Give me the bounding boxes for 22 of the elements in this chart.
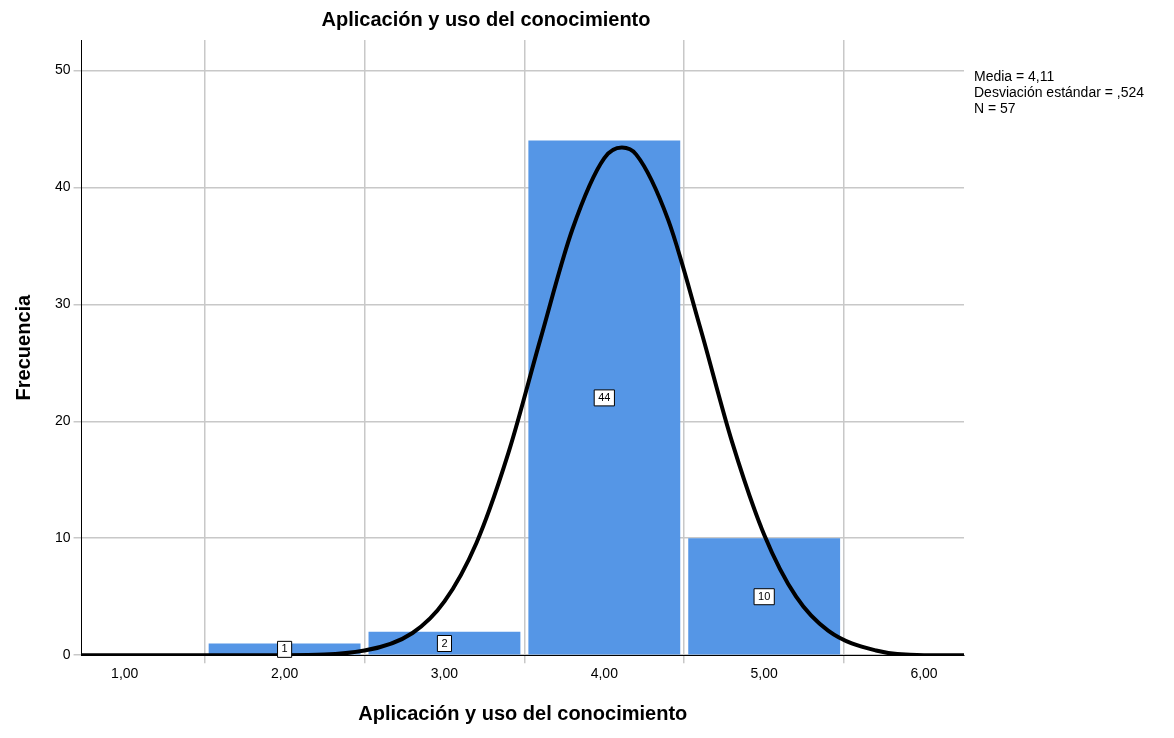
- data-label: 44: [598, 390, 611, 403]
- x-tick-label: 6,00: [910, 665, 938, 682]
- y-tick-label: 50: [54, 61, 71, 78]
- text: Media = 4,11: [974, 67, 1055, 84]
- x-tick-label: 5,00: [750, 665, 779, 682]
- text: N = 57: [974, 99, 1016, 116]
- y-tick-label: 30: [54, 295, 71, 312]
- text: Desviación estándar = ,524: [974, 83, 1145, 100]
- x-tick-label: 3,00: [430, 665, 459, 682]
- y-axis-title: Frecuencia: [11, 293, 34, 401]
- y-tick-label: 0: [62, 646, 71, 663]
- x-axis-title: Aplicación y uso del conocimiento: [358, 701, 688, 724]
- y-tick-label: 10: [54, 529, 71, 546]
- x-tick-label: 1,00: [111, 665, 139, 682]
- chart-title: Aplicación y uso del conocimiento: [321, 7, 651, 30]
- data-label: 2: [441, 636, 448, 649]
- data-label: 1: [281, 642, 288, 655]
- y-tick-label: 20: [54, 412, 71, 429]
- y-tick-label: 40: [54, 178, 71, 195]
- data-label: 10: [758, 589, 771, 602]
- x-tick-label: 4,00: [590, 665, 619, 682]
- x-tick-label: 2,00: [270, 665, 299, 682]
